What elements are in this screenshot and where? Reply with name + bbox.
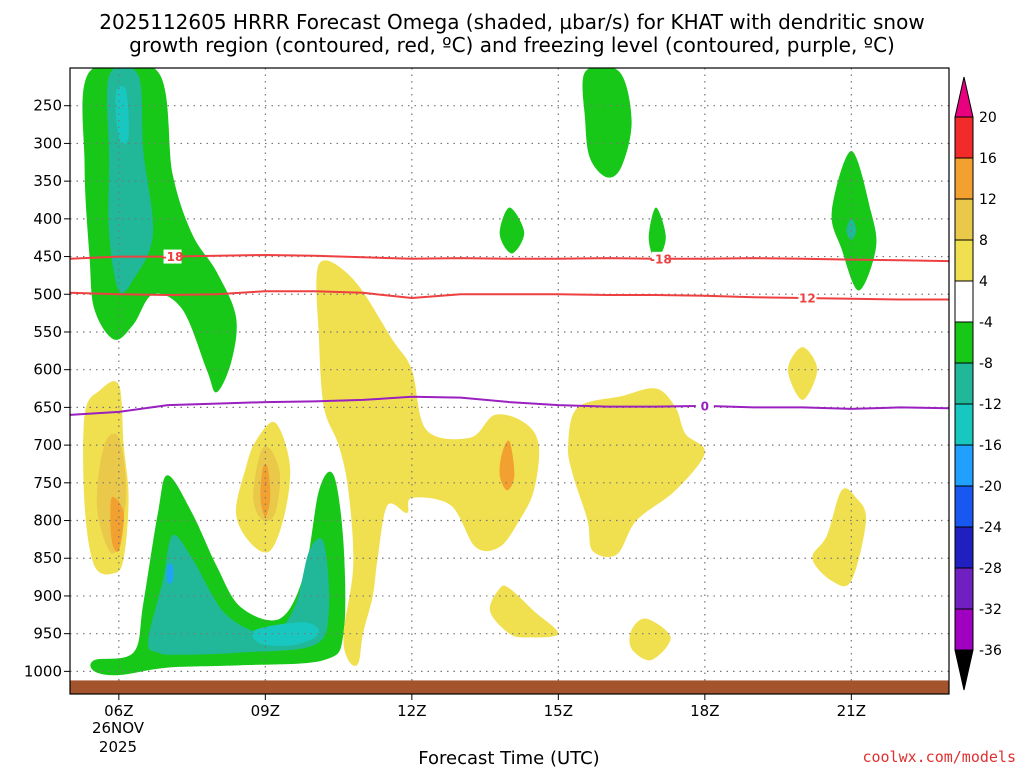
- x-tick-label-15Z: 15Z: [544, 702, 573, 720]
- colorbar-bin-9: [954, 485, 974, 528]
- colorbar-label--32: -32: [979, 602, 1002, 618]
- x-tick-label-18Z: 18Z: [690, 702, 719, 720]
- omega-m4-upper-mid: [582, 68, 632, 178]
- x-tick-label-09Z: 09Z: [251, 702, 280, 720]
- omega-m8-21z: [846, 218, 857, 240]
- colorbar: 20 16 12 8 4 -4 -8 -12 -16 -20 -24 -28 -32 -36: [954, 76, 1002, 691]
- temperature-contours: -18 -18 12 0: [70, 249, 949, 416]
- omega-p12-09z: [260, 463, 271, 517]
- colorbar-label--16: -16: [979, 438, 1002, 454]
- contour-label-bg-dendritic-top-2: [651, 251, 670, 266]
- plot-frame: [69, 67, 950, 695]
- y-tick-label-550: 550: [33, 323, 62, 341]
- omega-p4-mid: [316, 260, 540, 666]
- colorbar-bin-1: [954, 157, 974, 200]
- y-tick-label-850: 850: [33, 549, 62, 567]
- colorbar-bin-0: [954, 116, 974, 159]
- omega-p4-right: [567, 388, 705, 558]
- y-tick-label-250: 250: [33, 97, 62, 115]
- y-tick-label-450: 450: [33, 248, 62, 266]
- date-label-year: 2025: [99, 738, 137, 756]
- colorbar-label--36: -36: [979, 643, 1002, 659]
- colorbar-bin-5: [954, 321, 974, 364]
- colorbar-bin-2: [954, 198, 974, 241]
- plot-area: -18 -18 12 0: [70, 68, 949, 694]
- colorbar-label--28: -28: [979, 561, 1002, 577]
- omega-m8-lower-left: [148, 534, 330, 655]
- chart-title-line-1: 2025112605 HRRR Forecast Omega (shaded, …: [99, 10, 924, 34]
- y-tick-label-300: 300: [33, 134, 62, 152]
- y-tick-label-900: 900: [33, 587, 62, 605]
- x-axis-label: Forecast Time (UTC): [418, 748, 599, 768]
- y-tick-label-600: 600: [33, 361, 62, 379]
- colorbar-bin-12: [954, 608, 974, 651]
- y-tick-label-950: 950: [33, 625, 62, 643]
- y-tick-label-500: 500: [33, 285, 62, 303]
- colorbar-bin-10: [954, 526, 974, 569]
- y-axis-ticks: 250 300 350 400 450 500 550 600 650 700 750 800 850 9…: [24, 97, 70, 680]
- contour-freezing-level: [70, 395, 949, 416]
- y-tick-label-750: 750: [33, 474, 62, 492]
- colorbar-label--24: -24: [979, 520, 1002, 536]
- omega-p8-mid: [499, 440, 515, 491]
- colorbar-label--20: -20: [979, 479, 1002, 495]
- colorbar-label-8: 8: [979, 233, 988, 249]
- date-label-day: 26NOV: [92, 719, 145, 737]
- contour-label-dendritic-top-1: -18: [162, 250, 184, 264]
- x-axis-ticks: 06Z 09Z 12Z 15Z 18Z 21Z: [104, 694, 866, 720]
- omega-shaded-regions: [82, 68, 877, 676]
- omega-p4-small2: [629, 618, 671, 661]
- y-tick-label-700: 700: [33, 436, 62, 454]
- colorbar-label-16: 16: [979, 151, 997, 167]
- colorbar-bin-7: [954, 403, 974, 446]
- colorbar-bin-4: [954, 280, 974, 323]
- colorbar-label-12: 12: [979, 192, 997, 208]
- omega-p4-small4: [812, 488, 867, 587]
- credit-text: coolwx.com/models: [862, 748, 1016, 766]
- omega-m16-lower-left: [167, 563, 174, 584]
- y-tick-label-650: 650: [33, 398, 62, 416]
- y-tick-label-800: 800: [33, 512, 62, 530]
- grid-lines: [70, 68, 949, 694]
- omega-p4-small1: [489, 585, 559, 638]
- colorbar-bin-3: [954, 239, 974, 282]
- contour-label-bg-dendritic-bottom-1: [798, 291, 817, 306]
- colorbar-label--12: -12: [979, 397, 1002, 413]
- colorbar-bin-6: [954, 362, 974, 405]
- x-tick-label-06Z: 06Z: [104, 702, 133, 720]
- x-tick-label-21Z: 21Z: [837, 702, 866, 720]
- omega-m4-21z: [831, 151, 877, 291]
- omega-p4-small3: [787, 347, 818, 400]
- omega-m4-blob-17z: [648, 207, 666, 261]
- contour-label-freezing-level-1: 0: [701, 399, 709, 413]
- contour-label-dendritic-top-2: -18: [650, 252, 672, 266]
- colorbar-label--4: -4: [979, 315, 993, 331]
- y-tick-label-400: 400: [33, 210, 62, 228]
- colorbar-label-4: 4: [979, 274, 988, 290]
- colorbar-label-20: 20: [979, 110, 997, 126]
- contour-label-bg-dendritic-top-1: [163, 249, 182, 264]
- colorbar-bottom-arrow: [954, 649, 974, 691]
- colorbar-bin-11: [954, 567, 974, 610]
- colorbar-bin-8: [954, 444, 974, 487]
- y-tick-label-1000: 1000: [24, 662, 62, 680]
- y-tick-label-350: 350: [33, 172, 62, 190]
- x-tick-label-12Z: 12Z: [397, 702, 426, 720]
- contour-label-bg-freezing-level-1: [695, 398, 714, 413]
- contour-dendritic-top: [70, 253, 949, 263]
- omega-p12-left: [110, 496, 124, 553]
- colorbar-label--8: -8: [979, 356, 993, 372]
- contour-label-dendritic-bottom-1: 12: [799, 292, 816, 306]
- chart-title-line-2: growth region (contoured, red, ºC) and f…: [129, 33, 895, 57]
- terrain-band: [70, 680, 949, 694]
